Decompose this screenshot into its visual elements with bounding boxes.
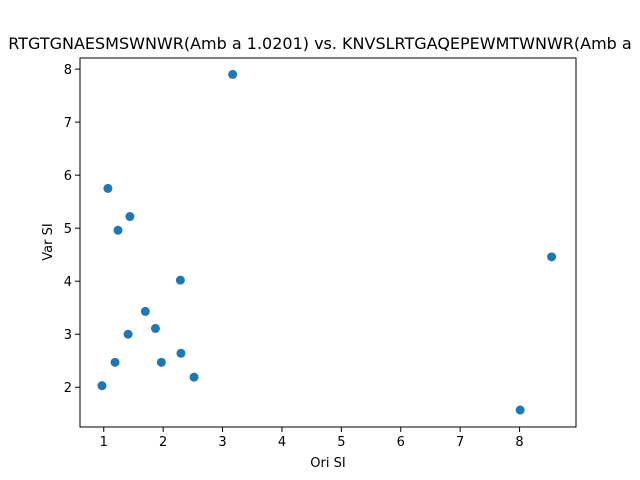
- x-tick-label: 5: [337, 435, 345, 450]
- data-point: [125, 212, 135, 222]
- y-tick-label: 6: [64, 169, 72, 184]
- x-tick-label: 3: [218, 435, 226, 450]
- data-point: [113, 225, 123, 235]
- x-tick-label: 2: [159, 435, 167, 450]
- y-tick-label: 3: [64, 328, 72, 343]
- data-point: [228, 69, 238, 79]
- x-tick-label: 6: [397, 435, 405, 450]
- x-axis-label: Ori SI: [310, 456, 345, 471]
- x-tick-label: 4: [278, 435, 286, 450]
- y-tick-label: 2: [64, 381, 72, 396]
- data-point: [547, 252, 557, 262]
- data-point: [515, 405, 525, 415]
- x-tick-label: 7: [456, 435, 464, 450]
- data-point: [123, 329, 133, 339]
- data-point: [175, 275, 185, 285]
- y-tick-label: 8: [64, 63, 72, 78]
- data-point: [156, 357, 166, 367]
- data-point: [150, 323, 160, 333]
- y-axis-label: Var SI: [41, 223, 56, 260]
- chart-title: RTGTGNAESMSWNWR(Amb a 1.0201) vs. KNVSLR…: [8, 34, 631, 53]
- data-point: [103, 183, 113, 193]
- data-point: [140, 306, 150, 316]
- data-point: [110, 357, 120, 367]
- x-tick-label: 8: [515, 435, 523, 450]
- y-tick-label: 4: [64, 275, 72, 290]
- y-tick-label: 5: [64, 222, 72, 237]
- data-point: [97, 381, 107, 391]
- data-point: [189, 372, 199, 382]
- data-point: [176, 348, 186, 358]
- y-tick-label: 7: [64, 116, 72, 131]
- x-tick-label: 1: [100, 435, 108, 450]
- plot-area: 1 2 3 4 5 6 7 8 2 3 4 5 6 7 8: [64, 57, 577, 450]
- plot-frame: [79, 57, 577, 428]
